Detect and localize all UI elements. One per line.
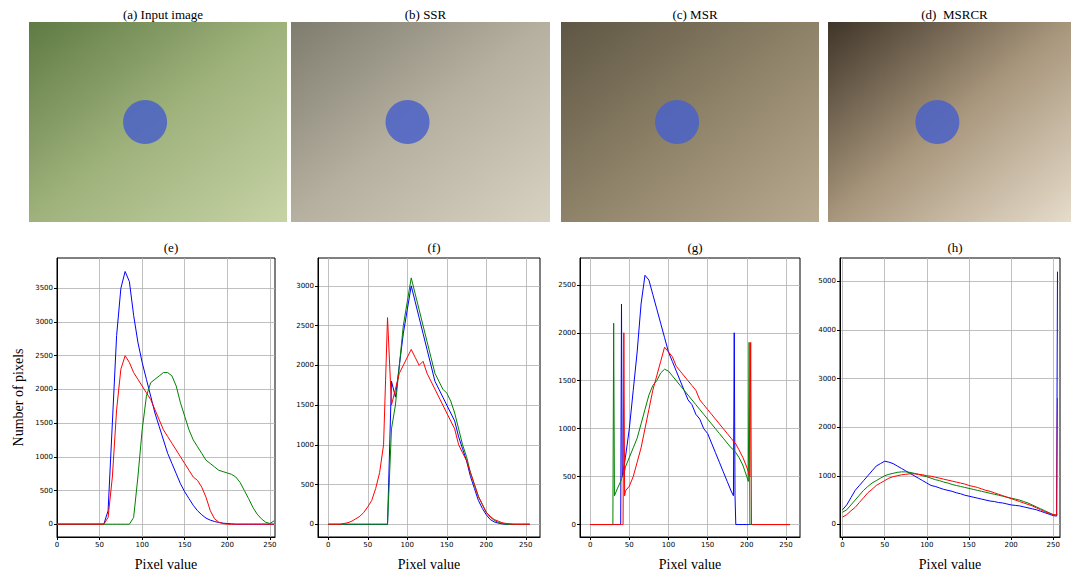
svg-text:2000: 2000 (818, 423, 836, 431)
svg-text:(c) MSR: (c) MSR (672, 7, 717, 22)
svg-text:(f): (f) (428, 240, 441, 255)
svg-text:200: 200 (740, 541, 753, 549)
svg-text:2000: 2000 (35, 385, 53, 393)
svg-text:50: 50 (880, 541, 889, 549)
svg-text:250: 250 (779, 541, 792, 549)
svg-text:3000: 3000 (35, 318, 53, 326)
svg-text:200: 200 (1004, 541, 1017, 549)
svg-text:Pixel value: Pixel value (135, 557, 198, 572)
svg-text:0: 0 (49, 520, 53, 528)
svg-text:(b) SSR: (b) SSR (405, 7, 447, 22)
svg-text:0: 0 (326, 541, 330, 549)
svg-text:(d) MSRCR: (d) MSRCR (921, 7, 988, 22)
svg-text:(e): (e) (164, 240, 178, 255)
svg-text:500: 500 (301, 481, 314, 489)
svg-text:150: 150 (701, 541, 714, 549)
svg-text:0: 0 (588, 541, 592, 549)
svg-text:0: 0 (840, 541, 844, 549)
svg-text:50: 50 (363, 541, 372, 549)
svg-text:100: 100 (401, 541, 414, 549)
svg-text:500: 500 (40, 487, 53, 495)
svg-text:3500: 3500 (35, 284, 53, 292)
svg-text:0: 0 (832, 520, 836, 528)
svg-text:2500: 2500 (296, 322, 314, 330)
svg-text:100: 100 (662, 541, 675, 549)
svg-text:150: 150 (178, 541, 191, 549)
svg-text:0: 0 (55, 541, 59, 549)
svg-text:150: 150 (962, 541, 975, 549)
svg-text:1000: 1000 (818, 472, 836, 480)
svg-text:250: 250 (263, 541, 276, 549)
svg-text:1000: 1000 (558, 425, 576, 433)
svg-text:2500: 2500 (558, 281, 576, 289)
svg-text:100: 100 (920, 541, 933, 549)
svg-text:0: 0 (572, 521, 576, 529)
svg-text:100: 100 (135, 541, 148, 549)
svg-text:(h): (h) (947, 240, 962, 255)
svg-text:(a) Input image: (a) Input image (123, 7, 203, 22)
svg-text:50: 50 (95, 541, 104, 549)
svg-text:Pixel value: Pixel value (919, 557, 982, 572)
svg-text:3000: 3000 (296, 282, 314, 290)
svg-text:2000: 2000 (296, 361, 314, 369)
svg-text:150: 150 (440, 541, 453, 549)
svg-text:1000: 1000 (35, 453, 53, 461)
svg-text:5000: 5000 (818, 277, 836, 285)
svg-text:Pixel value: Pixel value (398, 557, 461, 572)
svg-text:4000: 4000 (818, 326, 836, 334)
svg-text:1500: 1500 (558, 377, 576, 385)
svg-text:200: 200 (480, 541, 493, 549)
svg-text:2000: 2000 (558, 329, 576, 337)
svg-text:1000: 1000 (296, 441, 314, 449)
svg-text:2500: 2500 (35, 352, 53, 360)
svg-text:500: 500 (563, 473, 576, 481)
svg-text:50: 50 (625, 541, 634, 549)
svg-text:1500: 1500 (296, 401, 314, 409)
svg-text:0: 0 (310, 520, 314, 528)
svg-text:(g): (g) (687, 240, 702, 255)
svg-text:250: 250 (1047, 541, 1060, 549)
svg-text:3000: 3000 (818, 375, 836, 383)
svg-text:Number of pixels: Number of pixels (11, 349, 26, 447)
svg-text:1500: 1500 (35, 419, 53, 427)
svg-text:Pixel value: Pixel value (659, 557, 722, 572)
svg-text:250: 250 (519, 541, 532, 549)
svg-text:200: 200 (221, 541, 234, 549)
